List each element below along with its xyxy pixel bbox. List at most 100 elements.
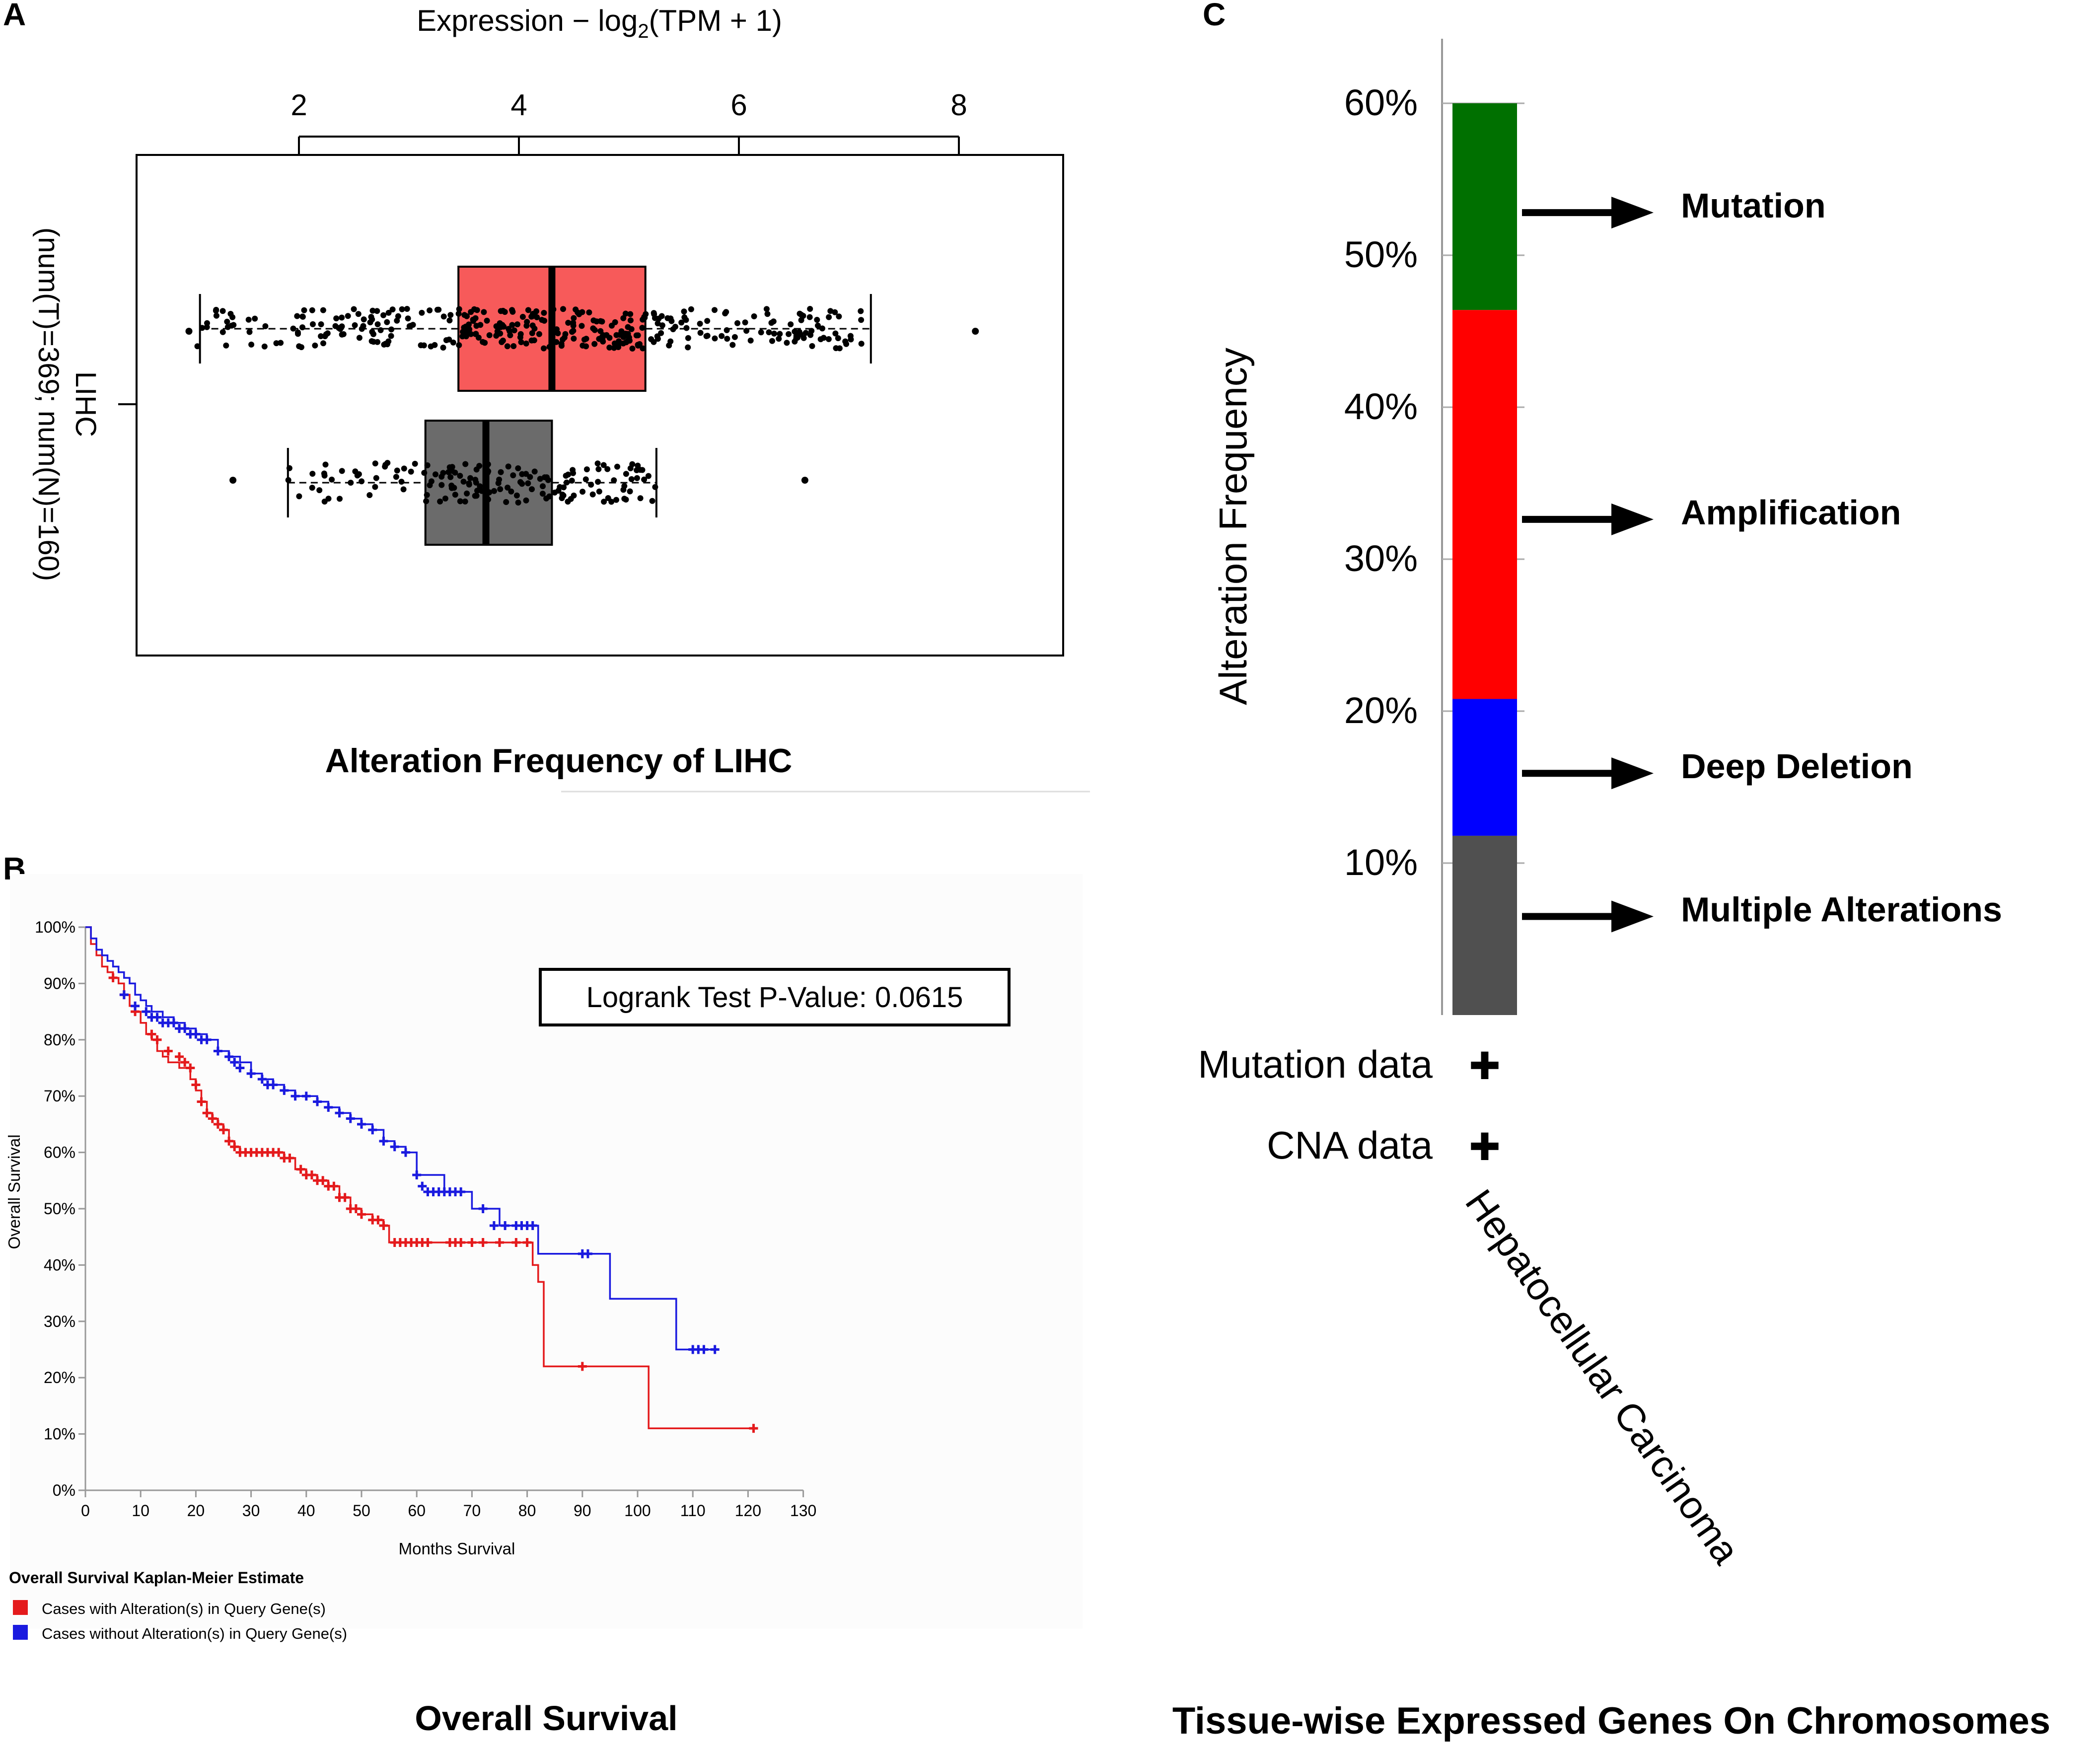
censor-mark <box>169 1018 178 1027</box>
data-point <box>320 340 326 347</box>
data-point <box>348 480 354 486</box>
data-point <box>262 323 269 329</box>
data-point <box>518 339 524 345</box>
data-point <box>651 311 657 317</box>
data-point <box>294 313 300 319</box>
data-point <box>743 328 750 334</box>
data-point <box>368 314 374 320</box>
data-point <box>688 306 694 312</box>
legend-swatch <box>13 1600 28 1615</box>
data-point <box>352 322 358 328</box>
censor-mark <box>280 1086 289 1095</box>
data-point <box>764 311 771 317</box>
censor-mark <box>285 1153 294 1163</box>
data-point <box>367 319 373 326</box>
data-point <box>228 322 235 329</box>
censor-mark <box>186 1063 195 1073</box>
data-point <box>712 307 718 313</box>
data-point <box>655 315 662 322</box>
data-point <box>481 309 487 315</box>
panel-a-boxplot: 2 4 6 8 Expression − log2(TPM + 1) LIHC(num(T… <box>32 4 1090 793</box>
segment-label-deep-deletion: Deep Deletion <box>1681 747 1913 786</box>
data-point <box>798 311 804 318</box>
censor-mark <box>329 1181 339 1191</box>
data-point <box>286 465 292 471</box>
data-point <box>404 306 410 312</box>
censor-mark <box>202 1108 212 1118</box>
y-axis-title: Overall Survival <box>5 1134 23 1249</box>
data-point <box>474 488 480 494</box>
caption-a: Alteration Frequency of LIHC <box>325 742 793 780</box>
data-point <box>527 474 533 480</box>
data-point <box>484 317 490 324</box>
data-point <box>464 490 470 497</box>
data-point <box>437 498 443 505</box>
data-point <box>565 471 572 478</box>
data-point <box>571 335 577 342</box>
caption-c: Tissue-wise Expressed Genes On Chromosom… <box>1172 1700 2051 1742</box>
data-point <box>724 327 730 333</box>
data-point <box>450 339 456 346</box>
data-point <box>505 463 511 470</box>
data-point <box>531 468 538 475</box>
data-point <box>374 308 380 314</box>
data-point <box>654 320 661 327</box>
jitter-points <box>185 306 979 352</box>
data-point <box>421 470 428 476</box>
data-point <box>539 491 546 497</box>
data-point <box>290 325 296 332</box>
x-tick-label: 8 <box>950 88 967 122</box>
bar-segment-amplification <box>1452 310 1517 699</box>
data-point <box>637 467 644 473</box>
x-tick-label: 50 <box>353 1502 370 1520</box>
censor-mark <box>699 1345 709 1354</box>
data-point <box>652 484 658 490</box>
censor-mark <box>191 1080 201 1090</box>
y-tick-label: 70% <box>44 1087 75 1105</box>
censor-mark <box>269 1080 278 1090</box>
data-point <box>815 322 821 329</box>
censor-mark <box>224 1052 234 1061</box>
data-point <box>734 320 740 326</box>
data-point <box>223 342 229 349</box>
y-tick-label: 20% <box>1344 690 1418 731</box>
censor-mark <box>456 1187 466 1196</box>
x-tick-label: 0 <box>81 1502 90 1520</box>
y-tick-label: 30% <box>44 1313 75 1330</box>
y-tick-label: 40% <box>44 1256 75 1274</box>
data-point <box>419 309 425 316</box>
data-point <box>600 332 606 338</box>
censor-mark <box>147 1029 156 1039</box>
y-tick-label: 90% <box>44 974 75 992</box>
data-point <box>678 319 685 326</box>
censor-mark <box>301 1092 311 1101</box>
data-point <box>219 329 226 335</box>
data-point <box>529 486 535 493</box>
data-point <box>848 336 854 343</box>
data-point <box>213 312 219 319</box>
data-point <box>623 339 630 346</box>
bar-segment-deep-deletion <box>1452 699 1517 836</box>
data-point <box>827 308 834 314</box>
data-point <box>625 331 631 337</box>
censor-mark <box>152 1035 162 1044</box>
data-point <box>309 471 316 477</box>
outlier-point <box>229 477 237 484</box>
data-point <box>579 309 585 315</box>
data-point <box>529 322 536 329</box>
data-point <box>589 491 596 498</box>
data-point <box>479 488 485 494</box>
data-point <box>337 496 343 502</box>
data-point <box>658 330 664 336</box>
censor-mark <box>346 1114 355 1123</box>
data-point <box>399 306 405 312</box>
censor-mark <box>219 1125 228 1135</box>
outlier-point <box>801 477 808 484</box>
data-point <box>620 487 627 493</box>
x-tick-label: 70 <box>463 1502 481 1520</box>
data-point <box>523 471 529 477</box>
data-point <box>500 307 506 314</box>
survival-curve-without-alteration <box>85 926 715 1351</box>
data-point <box>309 307 315 313</box>
censor-mark <box>528 1221 537 1231</box>
